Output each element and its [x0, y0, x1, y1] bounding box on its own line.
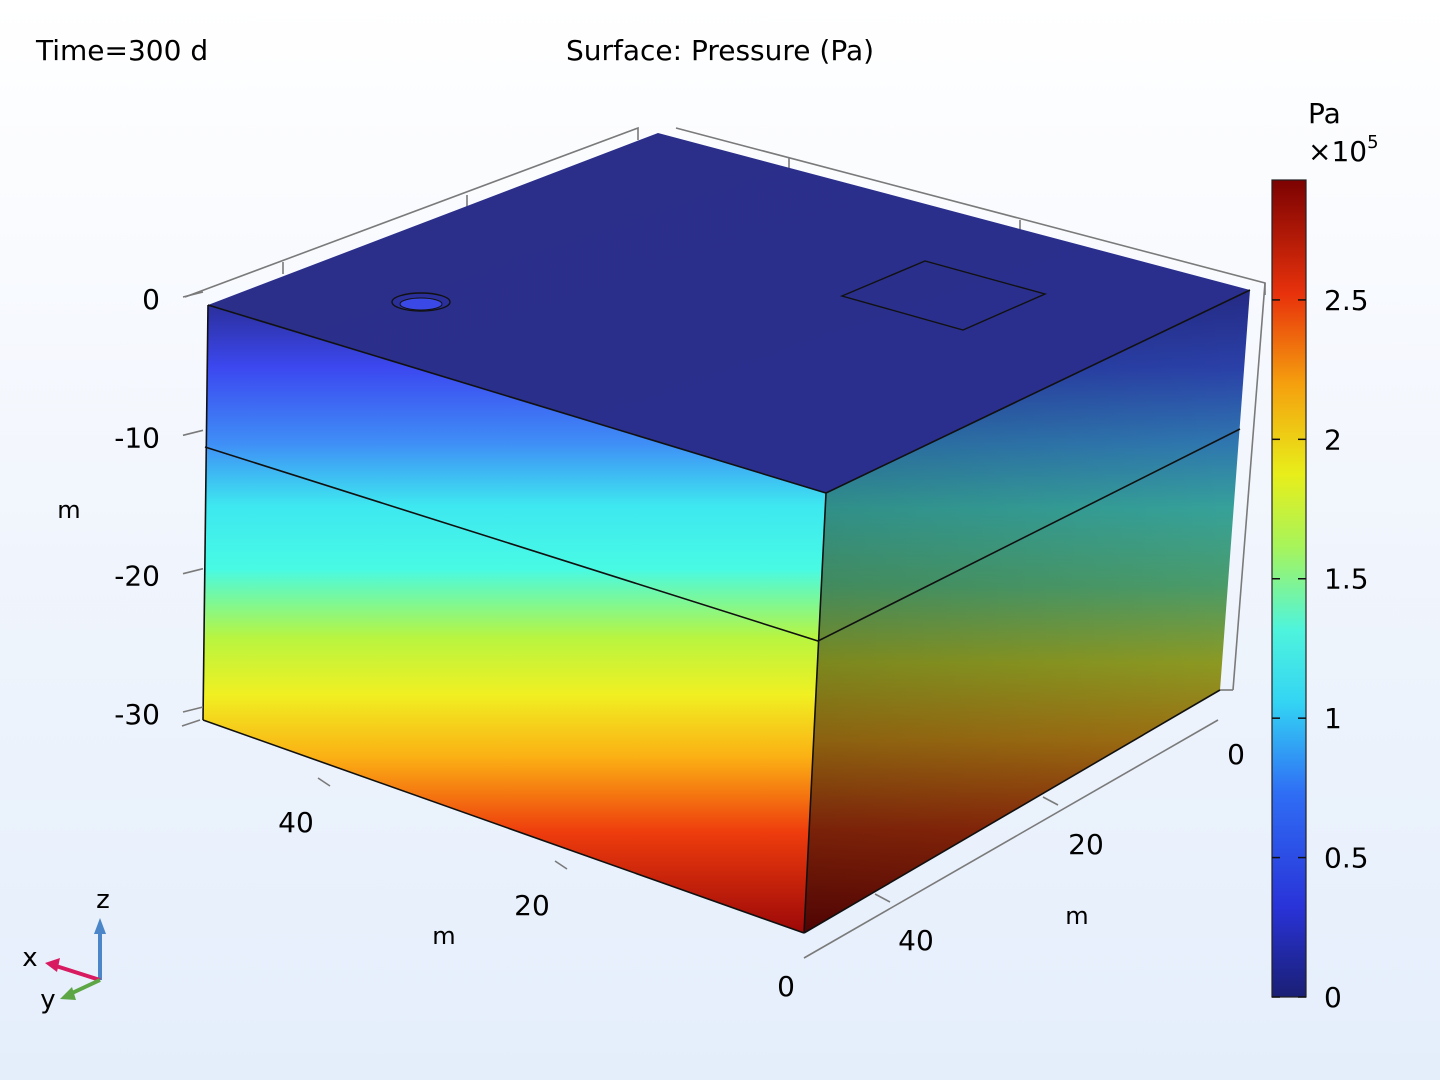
triad-x-label: x	[22, 943, 37, 973]
colorbar-tick-label: 2.5	[1324, 284, 1369, 317]
z-tick	[182, 567, 204, 575]
z-tick-label: -10	[114, 421, 160, 454]
front-face	[203, 305, 826, 933]
top-face	[208, 133, 1250, 493]
triad-x-arrow	[55, 964, 101, 982]
colorbar-tick-label: 1	[1324, 702, 1342, 735]
colorbar-gradient	[1271, 179, 1307, 998]
colorbar-unit: Pa	[1308, 97, 1341, 130]
y-axis-unit: m	[1065, 902, 1088, 930]
x-tick-label: 0	[777, 970, 795, 1003]
y-tick-label: 40	[898, 924, 934, 957]
colorbar-tick-label: 2	[1324, 423, 1342, 456]
time-label: Time=300 d	[35, 34, 208, 67]
x-tick-label: 20	[514, 889, 550, 922]
front-axis-frame	[181, 719, 201, 727]
z-tick	[182, 429, 204, 437]
triad-y-arrow	[69, 978, 101, 996]
square-region	[839, 260, 1048, 331]
colorbar-tick-label: 0	[1324, 981, 1342, 1014]
plot-title: Surface: Pressure (Pa)	[566, 34, 874, 67]
triad-z-label: z	[96, 885, 110, 915]
domain-box	[202, 133, 1251, 934]
y-axis: 0 20 40	[874, 738, 1245, 957]
layer-interface	[204, 428, 1241, 642]
z-tick-label: -20	[114, 560, 160, 593]
colorbar: Pa ×105 0 0.5 1 1.5 2 2.5	[1271, 97, 1379, 1014]
x-axis: 0 20 40	[278, 777, 795, 1003]
colorbar-tick-label: 0.5	[1324, 842, 1369, 875]
colorbar-multiplier: ×105	[1308, 132, 1379, 168]
z-tick	[182, 706, 204, 713]
x-tick-label: 40	[278, 806, 314, 839]
triad-y-label: y	[40, 985, 55, 1015]
z-tick	[182, 291, 204, 298]
z-tick-label: 0	[142, 283, 160, 316]
axis-triad: z x y	[22, 885, 110, 1015]
z-axis: 0 -10 -20 -30	[114, 283, 204, 731]
x-axis-unit: m	[432, 922, 455, 950]
axis-frame	[184, 126, 1266, 959]
z-axis-unit: m	[57, 496, 80, 524]
y-tick-label: 20	[1068, 828, 1104, 861]
y-tick-label: 0	[1227, 738, 1245, 771]
colorbar-tick-label: 1.5	[1324, 563, 1369, 596]
z-tick-label: -30	[114, 698, 160, 731]
